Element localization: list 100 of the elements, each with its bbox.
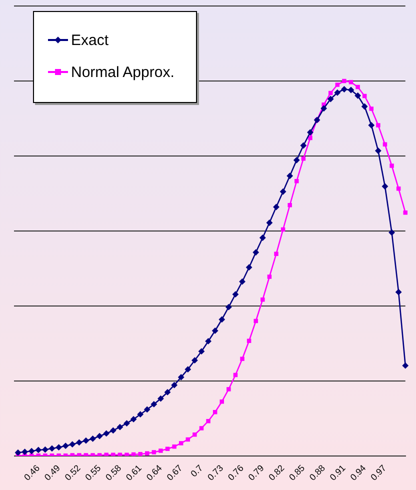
point — [150, 401, 158, 408]
point — [382, 142, 388, 146]
point — [356, 84, 360, 90]
point — [90, 436, 96, 442]
point — [205, 338, 212, 344]
point — [35, 446, 42, 454]
point — [130, 416, 137, 422]
point — [348, 86, 354, 94]
point — [402, 362, 409, 369]
point — [294, 178, 299, 184]
point — [69, 441, 76, 448]
point — [77, 453, 82, 456]
point — [171, 382, 178, 388]
point — [368, 122, 375, 128]
point — [335, 82, 340, 87]
point — [212, 328, 218, 334]
point — [191, 357, 198, 364]
point — [286, 172, 294, 180]
point — [138, 452, 142, 456]
point — [341, 86, 348, 92]
point — [56, 444, 62, 451]
point — [280, 188, 286, 195]
point — [137, 411, 144, 418]
point — [131, 452, 136, 456]
point — [320, 105, 328, 112]
point — [274, 252, 278, 256]
x-tick-label: 0.7 — [188, 462, 205, 479]
point — [178, 374, 184, 380]
x-tick-label: 0.46 — [22, 462, 42, 482]
point — [293, 156, 300, 164]
x-tick-label: 0.94 — [348, 462, 368, 482]
point — [145, 451, 150, 456]
point — [192, 432, 197, 437]
point — [376, 123, 380, 128]
point — [124, 452, 129, 456]
point — [90, 453, 95, 456]
x-tick-label: 0.91 — [328, 462, 348, 482]
point — [110, 427, 116, 434]
point — [76, 439, 82, 446]
x-tick-label: 0.79 — [246, 462, 266, 482]
x-tick-label: 0.49 — [42, 462, 62, 482]
point — [395, 288, 402, 296]
point — [259, 234, 266, 241]
point — [307, 129, 314, 136]
point — [198, 348, 205, 355]
point — [158, 395, 164, 402]
point — [199, 426, 204, 430]
legend-label: Exact — [71, 32, 109, 48]
point — [382, 183, 388, 190]
point — [266, 220, 273, 226]
point — [239, 278, 246, 285]
point — [144, 406, 150, 413]
x-tick-label: 0.82 — [266, 462, 286, 482]
point — [70, 453, 74, 456]
point — [158, 448, 163, 453]
x-tick-label: 0.64 — [144, 462, 164, 482]
point — [28, 448, 35, 454]
point — [62, 442, 69, 450]
point — [252, 249, 260, 256]
point — [178, 441, 184, 446]
point — [246, 338, 252, 343]
point — [390, 164, 394, 168]
point — [342, 78, 346, 84]
point — [254, 318, 258, 324]
point — [232, 291, 239, 298]
point — [118, 452, 122, 456]
point — [361, 103, 368, 110]
legend-label: Normal Approx. — [71, 64, 174, 80]
point — [172, 444, 176, 449]
point — [104, 452, 108, 456]
point — [218, 316, 226, 323]
point — [96, 432, 103, 440]
point — [42, 446, 48, 453]
point — [240, 356, 244, 361]
point — [184, 366, 192, 373]
point — [246, 264, 252, 271]
point — [403, 210, 408, 215]
x-tick-label: 0.58 — [104, 462, 124, 482]
point — [103, 430, 110, 437]
point — [300, 142, 307, 149]
point — [116, 424, 124, 430]
point — [260, 297, 265, 302]
point — [226, 387, 231, 392]
point — [48, 445, 56, 452]
point — [206, 418, 210, 424]
point — [22, 448, 28, 456]
point — [111, 452, 116, 456]
point — [82, 437, 90, 444]
point — [288, 202, 292, 208]
point — [374, 148, 382, 154]
point — [225, 304, 232, 310]
point — [354, 92, 361, 99]
x-tick-label: 0.76 — [226, 462, 246, 482]
x-tick-label: 0.88 — [308, 462, 327, 482]
x-tick-label: 0.52 — [62, 462, 82, 482]
point — [327, 96, 334, 102]
point — [267, 274, 272, 279]
point — [124, 420, 130, 427]
point — [308, 136, 312, 140]
point — [334, 89, 341, 96]
